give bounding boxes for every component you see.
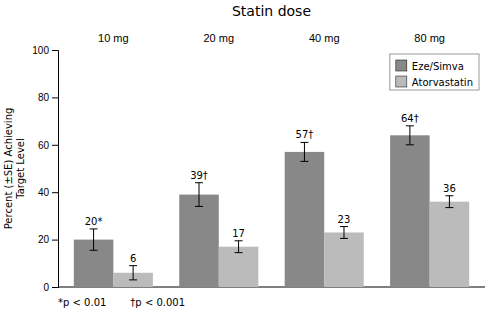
x-tick: 80 mg [414,32,445,44]
y-axis-line [52,51,59,288]
error-bar-cap [445,207,453,208]
x-tick: 20 mg [203,32,234,44]
data-labels: 20* 39† 57† 64† 6 17 23 36 [85,113,456,264]
error-bar [300,142,308,161]
bar [430,202,470,287]
y-tick: 20 [38,234,58,245]
y-tick-mark [52,145,58,146]
error-bar-cap [90,250,98,251]
data-label: 36 [443,183,456,194]
y-tick-mark [52,97,58,98]
data-label: 64† [401,113,419,124]
legend-label: Eze/Simva [412,61,464,72]
data-label: 17 [232,228,245,239]
error-bar-stem [343,227,344,239]
error-bar-stem [93,229,94,250]
series [113,196,469,287]
bar [324,232,364,287]
bar [390,135,430,287]
error-bar-cap [195,206,203,207]
y-tick-mark [52,287,58,288]
y-axis: 0 20 40 60 80 100 [32,45,58,293]
error-bar-cap [195,182,203,183]
error-bar-cap [129,279,137,280]
legend-frame [390,54,479,90]
error-bar-stem [409,126,410,145]
y-tick: 0 [43,282,58,293]
error-bar-stem [304,142,305,161]
y-tick-label: 20 [38,234,50,245]
error-bar-cap [445,195,453,196]
error-bar-cap [300,142,308,143]
y-tick-mark [52,192,58,193]
legend-item: Atorvastatin [396,76,473,88]
error-bar [129,266,137,280]
y-tick: 40 [38,187,58,198]
legend-swatch [396,60,407,71]
annotation: †p < 0.001 [130,297,185,308]
y-tick-label: 60 [38,140,50,151]
y-tick-label: 100 [32,45,49,56]
y-tick-label: 0 [43,282,49,293]
error-bar-cap [300,161,308,162]
error-bar-cap [406,125,414,126]
y-tick-mark [52,240,58,241]
legend-item: Eze/Simva [396,60,464,72]
x-tick-label: 80 mg [414,32,445,44]
error-bar-cap [340,238,348,239]
error-bar-stem [238,241,239,253]
error-bar-cap [235,240,243,241]
x-tick: 40 mg [309,32,340,44]
y-tick-label: 80 [38,92,50,103]
legend-swatch [396,76,407,87]
title: Statin dose [232,3,311,19]
annotation: *p < 0.01 [58,297,106,308]
data-label: 23 [338,214,351,225]
error-bar-stem [133,266,134,280]
data-label: 20* [85,216,103,227]
bar [219,247,259,287]
y-tick: 60 [38,140,58,151]
plot-area: 0 20 40 60 80 100 10 mg 20 mg 40 mg 80 mg 20* 39† 57… [32,32,485,293]
data-label: 6 [130,253,136,264]
bar [285,152,325,287]
chart: 0 20 40 60 80 100 10 mg 20 mg 40 mg 80 mg 20* 39† 57… [0,0,500,313]
x-tick-label: 10 mg [98,32,129,44]
error-bar-cap [406,144,414,145]
x-axis: 10 mg 20 mg 40 mg 80 mg [98,32,445,44]
legend-label: Atorvastatin [412,77,473,88]
error-bar [195,183,203,207]
x-tick-label: 40 mg [309,32,340,44]
error-bar [90,229,98,250]
error-bar [406,126,414,145]
x-tick-label: 20 mg [203,32,234,44]
legend: Eze/Simva Atorvastatin [390,54,479,90]
bar [179,195,219,287]
error-bar-cap [90,228,98,229]
series [74,126,430,287]
data-label: 57† [296,129,314,140]
x-tick: 10 mg [98,32,129,44]
error-bar-cap [235,252,243,253]
error-bar-stem [449,196,450,208]
y-tick: 80 [38,92,58,103]
y-tick: 100 [32,45,58,56]
y-tick-mark [52,50,58,51]
error-bar-stem [199,183,200,207]
error-bar-cap [340,226,348,227]
error-bar [445,196,453,208]
error-bar [340,227,348,239]
y-tick-label: 40 [38,187,50,198]
error-bar [235,241,243,253]
error-bar-cap [129,265,137,266]
marks [74,126,469,287]
data-label: 39† [190,170,208,181]
y-axis-title: Percent (±SE) AchievingTarget Level [3,108,26,230]
